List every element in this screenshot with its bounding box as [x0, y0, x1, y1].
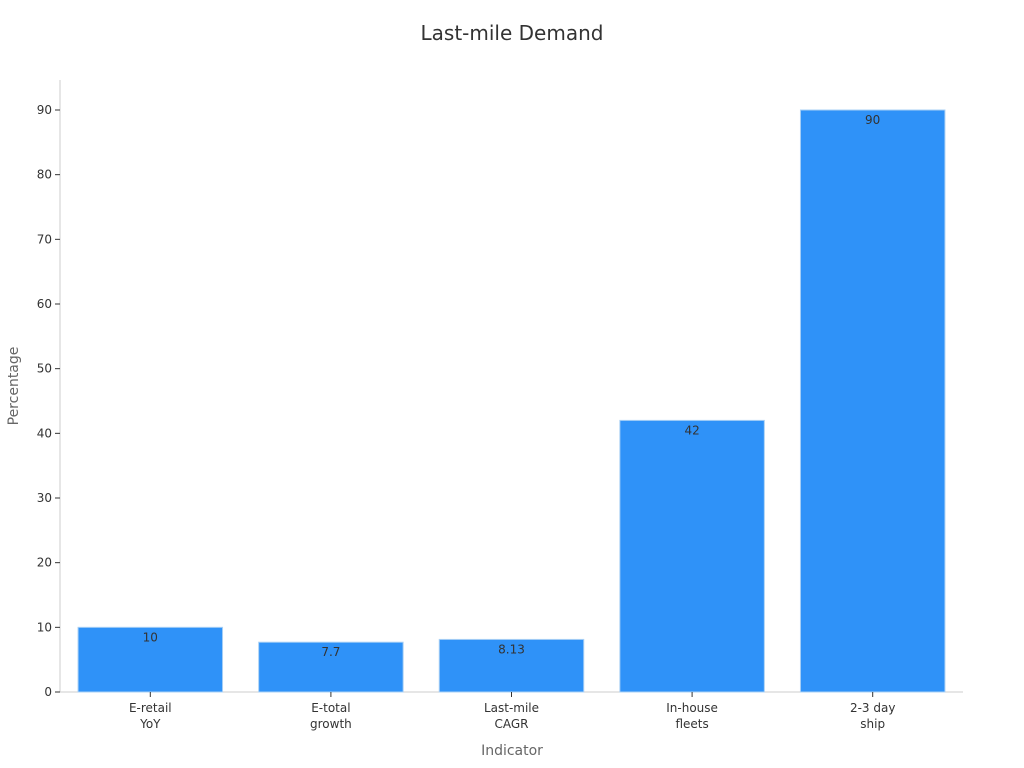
- bar: [258, 641, 404, 693]
- bar-value-label: 7.7: [321, 645, 340, 659]
- x-tick-label-line: ship: [860, 717, 885, 731]
- y-tick-label: 30: [37, 491, 52, 505]
- x-tick-label-line: growth: [310, 717, 352, 731]
- bars: 10 7.7 8.13 42 90: [77, 109, 946, 693]
- x-tick-label: E-retail YoY: [129, 701, 172, 731]
- bar-value-label: 8.13: [498, 642, 525, 656]
- y-tick-label: 50: [37, 362, 52, 376]
- y-tick-label: 90: [37, 103, 52, 117]
- x-tick-label-line: E-total: [311, 701, 350, 715]
- y-tick-label: 70: [37, 232, 52, 246]
- x-axis-label: Indicator: [481, 743, 543, 759]
- x-tick-label-line: CAGR: [494, 717, 528, 731]
- bar: [438, 638, 585, 693]
- y-axis-ticks: 0 10 20 30 40 50 60 70 80 90: [37, 103, 60, 699]
- x-tick-label-line: 2-3 day: [850, 701, 896, 715]
- x-axis-ticks: E-retail YoY E-total growth Last-mile CAGR In-…: [129, 692, 896, 731]
- y-tick-label: 80: [37, 168, 52, 182]
- y-tick-label: 60: [37, 297, 52, 311]
- bar-value-label: 90: [865, 113, 880, 127]
- y-tick-label: 20: [37, 556, 52, 570]
- x-tick-label: In-house fleets: [666, 701, 718, 731]
- x-tick-label: 2-3 day ship: [850, 701, 896, 731]
- x-tick-label-line: fleets: [675, 717, 708, 731]
- x-tick-label-line: E-retail: [129, 701, 172, 715]
- bar-value-label: 42: [684, 423, 699, 437]
- y-tick-label: 0: [44, 685, 52, 699]
- y-axis-label: Percentage: [6, 347, 22, 426]
- x-tick-label-line: Last-mile: [484, 701, 539, 715]
- bar: [77, 626, 224, 693]
- bar-value-label: 10: [143, 630, 158, 644]
- y-tick-label: 40: [37, 426, 52, 440]
- bar: [799, 109, 946, 693]
- x-tick-label: E-total growth: [310, 701, 352, 731]
- x-tick-label-line: In-house: [666, 701, 718, 715]
- x-tick-label: Last-mile CAGR: [484, 701, 539, 731]
- y-tick-label: 10: [37, 620, 52, 634]
- chart-title: Last-mile Demand: [421, 21, 604, 45]
- x-tick-label-line: YoY: [139, 717, 161, 731]
- bar: [619, 419, 765, 693]
